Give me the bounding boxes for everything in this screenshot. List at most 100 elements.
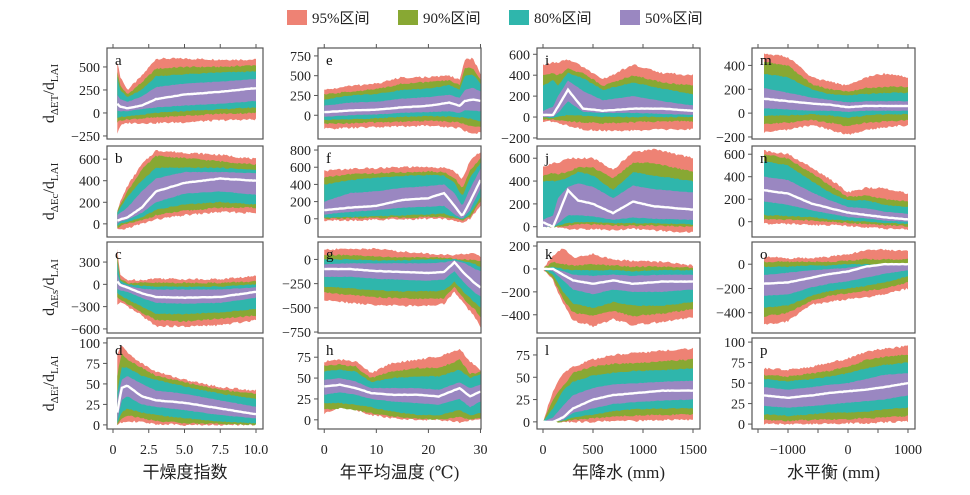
median-line: [763, 189, 909, 221]
median-line: [763, 381, 909, 399]
y-axis-text: d: [41, 115, 58, 123]
plot-area: [116, 57, 257, 134]
y-tick-label: 25: [86, 398, 100, 413]
x-tick-label: 0: [321, 443, 328, 458]
x-tick-label: 30: [473, 443, 487, 458]
y-axis-subscript: ΔEs: [49, 290, 61, 308]
panel-letter: p: [760, 343, 768, 359]
median-line: [324, 383, 481, 398]
y-tick-label: −600: [71, 323, 100, 338]
median-line: [116, 177, 257, 222]
panel-frame: [317, 145, 482, 238]
panel-letter: f: [326, 151, 331, 167]
panel-frame: [536, 47, 701, 140]
panel-letter: h: [326, 343, 334, 359]
legend-item-b80: 80%区间: [509, 10, 592, 27]
median-line: [542, 187, 694, 229]
y-tick-label: 100: [79, 337, 100, 352]
y-axis-subscript: LAI: [49, 64, 61, 83]
y-tick-label: 200: [509, 198, 530, 213]
y-tick-label: −750: [282, 326, 311, 341]
x-tick-label: 0: [844, 443, 851, 458]
x-tick-label: 1500: [679, 443, 707, 458]
median-line: [324, 98, 481, 114]
x-axis-title: 年平均温度 (℃): [340, 463, 460, 482]
panel-frame: [106, 241, 264, 334]
y-axis-text: /d: [41, 277, 58, 289]
plot-area: [542, 347, 694, 424]
y-tick-label: −500: [282, 302, 311, 317]
legend-label: 95%区间: [312, 10, 370, 27]
median-line: [116, 384, 257, 416]
y-tick-label: 500: [79, 61, 100, 76]
y-axis-subscript: ΔEi: [49, 386, 61, 403]
y-tick-label: 0: [738, 216, 745, 231]
panel-j: j 0 200 400 600: [509, 145, 701, 238]
y-tick-label: 25: [731, 398, 745, 413]
legend-item-b95: 95%区间: [287, 10, 370, 27]
x-tick-label: 10.0: [244, 443, 269, 458]
y-tick-label: 200: [290, 196, 311, 211]
y-tick-label: −200: [716, 282, 745, 297]
median-line: [542, 389, 694, 424]
panel-frame: [106, 47, 264, 140]
y-tick-label: −200: [501, 286, 530, 301]
y-tick-label: 200: [509, 90, 530, 105]
y-tick-label: 750: [290, 50, 311, 65]
panel-frame: [536, 241, 701, 334]
panel-letter: g: [326, 247, 334, 263]
band-b50: [543, 183, 693, 227]
legend-label: 80%区间: [534, 10, 592, 27]
x-tick-label: 500: [583, 443, 604, 458]
y-tick-label: 600: [290, 161, 311, 176]
legend-label: 50%区间: [645, 10, 703, 27]
y-tick-label: 200: [79, 196, 100, 211]
x-tick-label: 20: [421, 443, 435, 458]
panel-f: f 0 200 400 600 800: [290, 144, 482, 238]
y-tick-label: −400: [716, 307, 745, 322]
panel-n: n 0 200 400 600: [724, 145, 916, 238]
panel-frame: [317, 241, 482, 334]
y-axis-subscript: LAI: [49, 355, 61, 374]
y-axis-text: d: [41, 403, 58, 411]
y-tick-label: 0: [93, 218, 100, 233]
panel-frame: [751, 241, 916, 334]
y-tick-label: 0: [738, 418, 745, 433]
x-tick-label: 0: [540, 443, 547, 458]
panel-h: h 0 25 50 75 0 10 20 30 年平均温度 (℃): [297, 337, 487, 482]
y-tick-label: 400: [79, 175, 100, 190]
y-tick-label: −200: [501, 132, 530, 147]
y-tick-label: 75: [86, 357, 100, 372]
y-tick-label: 0: [304, 213, 311, 228]
y-tick-label: −400: [501, 309, 530, 324]
y-tick-label: 600: [79, 153, 100, 168]
median-line: [324, 260, 481, 289]
median-line: [324, 179, 481, 217]
y-tick-label: 400: [724, 59, 745, 74]
x-axis-title: 年降水 (mm): [572, 463, 665, 482]
legend-swatch: [287, 10, 307, 25]
panel-letter: c: [115, 247, 122, 263]
y-tick-label: 250: [290, 89, 311, 104]
legend-label: 90%区间: [423, 10, 481, 27]
panel-letter: a: [115, 53, 122, 69]
y-tick-label: 0: [93, 419, 100, 434]
y-tick-label: 50: [86, 378, 100, 393]
panel-letter: n: [760, 151, 768, 167]
band-b80: [764, 161, 908, 225]
y-tick-label: 0: [523, 221, 530, 236]
y-tick-label: 75: [297, 351, 311, 366]
y-tick-label: −300: [71, 301, 100, 316]
y-tick-label: 300: [79, 256, 100, 271]
x-tick-label: 10: [369, 443, 383, 458]
y-axis-subscript: LAI: [49, 162, 61, 181]
y-tick-label: −250: [282, 278, 311, 293]
panel-frame: [317, 47, 482, 140]
panel-frame: [106, 145, 264, 238]
band-b50: [764, 373, 908, 408]
y-axis-subscript: ΔET: [49, 94, 61, 115]
plot-area: [324, 348, 481, 424]
legend-swatch: [398, 10, 418, 25]
panel-letter: d: [115, 343, 123, 359]
